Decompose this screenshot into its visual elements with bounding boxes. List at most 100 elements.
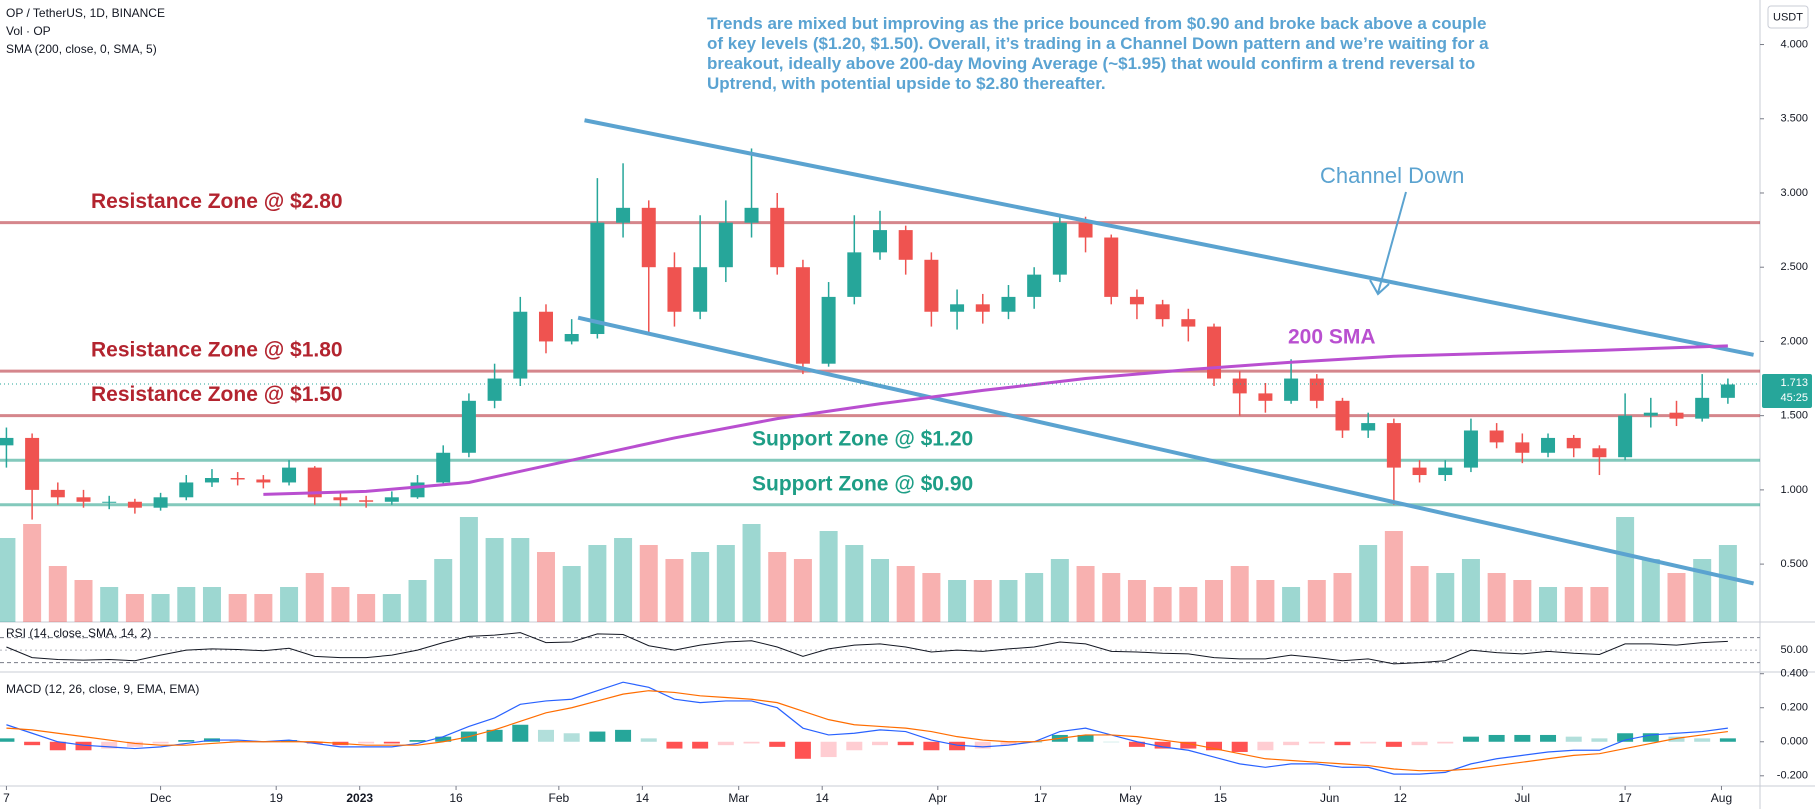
volume-bar (48, 566, 67, 622)
volume-bar (1359, 545, 1378, 622)
candle-body (436, 452, 451, 483)
candle-body (744, 207, 759, 223)
macd-histogram-bar (743, 741, 760, 744)
zones-layer: Resistance Zone @ $2.80 Resistance Zone @… (0, 190, 1760, 507)
candle-body (1001, 296, 1016, 312)
volume-bar (485, 538, 504, 622)
macd-histogram-bar (1514, 734, 1531, 742)
x-tick-label: Feb (548, 791, 569, 805)
volume-bar (536, 552, 555, 622)
x-tick-label: 15 (1214, 791, 1228, 805)
candle-body (1207, 326, 1222, 379)
candle-body (1104, 237, 1119, 297)
currency[interactable]: USDT (1773, 11, 1803, 23)
candle-body (718, 222, 733, 268)
volume-bar (177, 587, 196, 622)
candle-body (127, 501, 142, 508)
candle-body (1309, 378, 1324, 401)
volume-bar (1127, 580, 1146, 622)
arrow-head (1369, 279, 1390, 296)
volume-bar (948, 580, 967, 622)
candle-body (538, 311, 553, 342)
macd-histogram-bar (1591, 738, 1608, 742)
x-tick-label: Apr (928, 791, 947, 805)
macd-histogram-bar (1308, 741, 1325, 744)
macd-histogram-bar (306, 741, 323, 744)
candle-body (1386, 423, 1401, 468)
volume-bar (228, 594, 247, 622)
x-tick-label: Mar (728, 791, 749, 805)
macd-line (6, 681, 1728, 775)
volume-bar (1076, 566, 1095, 622)
macd-histogram-bar (1540, 734, 1557, 742)
volume-bar (639, 545, 658, 622)
macd-histogram-bar (692, 741, 709, 749)
volume-bar (562, 566, 581, 622)
volume-bar (1590, 587, 1609, 622)
candle-body (1643, 412, 1658, 416)
candle-body (1078, 222, 1093, 238)
macd-histogram-bar (435, 736, 452, 742)
candle-body (410, 482, 425, 498)
y-tick-label: 3.500 (1780, 113, 1808, 125)
price-tag-value: 1.713 (1780, 377, 1808, 389)
x-tick-label: 7 (3, 791, 10, 805)
macd-histogram-bar (1462, 736, 1479, 742)
x-tick-label: 2023 (346, 791, 373, 805)
macd-histogram-bar (1642, 733, 1659, 742)
volume-bar (896, 566, 915, 622)
y-tick-label: 2.500 (1780, 261, 1808, 273)
macd-histogram-bar (974, 741, 991, 749)
candle-body (50, 489, 65, 498)
macd-histogram-bar (1617, 733, 1634, 742)
volume-bar (1230, 566, 1249, 622)
volume-bar (254, 594, 273, 622)
macd-histogram-bar (49, 741, 66, 751)
arrow (1377, 191, 1407, 294)
annotation: Trends are mixed but improving as the pr… (707, 14, 1489, 93)
macd-histogram-bar (152, 741, 169, 744)
volume-bar (511, 538, 530, 622)
candle-body (616, 207, 631, 223)
x-tick-label: Dec (150, 791, 171, 805)
volume-bar (23, 524, 42, 622)
volume-bar (1539, 587, 1558, 622)
macd-histogram-bar (1077, 734, 1094, 742)
currency-box[interactable] (1767, 5, 1809, 29)
macd-histogram-bar (563, 733, 580, 742)
volume-bar (459, 517, 478, 622)
candle-body (256, 479, 271, 483)
rsi-title: RSI (14, close, SMA, 14, 2) (6, 626, 151, 640)
macd-histogram-bar (717, 741, 734, 746)
macd-histogram-bar (1488, 734, 1505, 742)
volume-bar (1102, 573, 1121, 622)
macd-title: MACD (12, 26, close, 9, EMA, EMA) (6, 682, 199, 696)
volume-bar (1153, 587, 1172, 622)
macd-histogram-bar (1565, 736, 1582, 742)
macd-histogram-bar (1437, 741, 1454, 744)
y-tick-label: 0.400 (1780, 668, 1808, 680)
macd-histogram-bar (486, 729, 503, 742)
macd-histogram-bar (75, 741, 92, 751)
volume-bar (1050, 559, 1069, 622)
volume-bar (1616, 517, 1635, 622)
y-tick-label: 3.000 (1780, 187, 1808, 199)
x-tick-label: Jul (1515, 791, 1530, 805)
macd-histogram-bar (1668, 736, 1685, 742)
macd-histogram-bar (512, 724, 529, 742)
candle-body (1618, 415, 1633, 458)
sma-legend: SMA (200, close, 0, SMA, 5) (6, 42, 157, 56)
candle-body (179, 482, 194, 498)
volume-bar (305, 573, 324, 622)
channel-line (577, 315, 1755, 586)
macd-histogram-bar (872, 741, 888, 746)
candle-body (359, 500, 374, 502)
macd-histogram-bar (897, 741, 914, 746)
candle-body (487, 378, 502, 401)
macd-histogram-bar (1283, 741, 1300, 746)
candle-body (1181, 319, 1196, 327)
candle-body (1129, 296, 1144, 305)
volume-bar (1513, 580, 1532, 622)
volume-bar (973, 580, 992, 622)
candle-body (924, 259, 939, 312)
